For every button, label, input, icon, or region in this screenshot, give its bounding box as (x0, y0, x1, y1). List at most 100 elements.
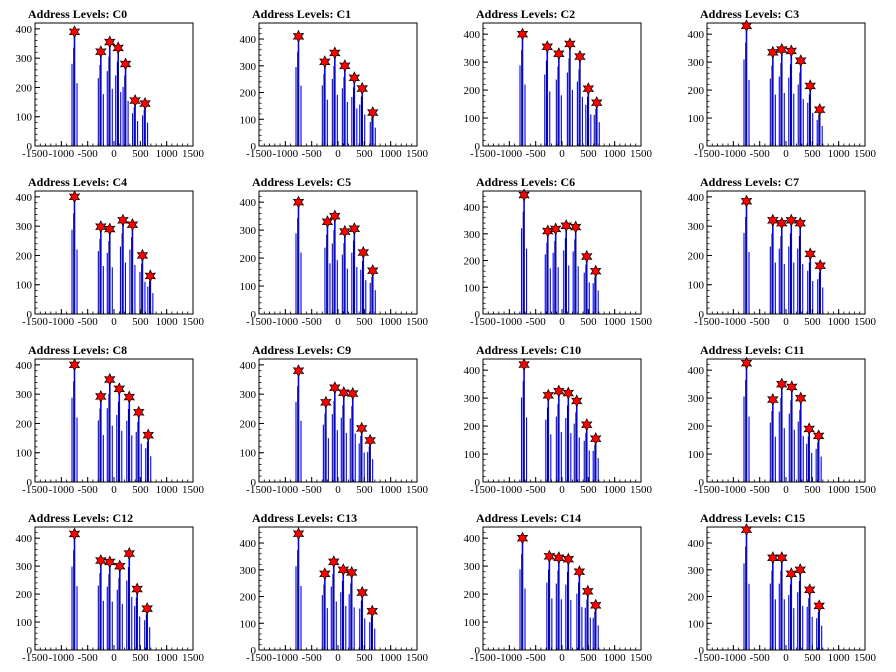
x-tick-label: -1500 (246, 484, 272, 496)
y-tick-label: 0 (251, 477, 257, 489)
y-tick-label: 300 (16, 53, 33, 65)
x-tick-label: -500 (526, 316, 547, 328)
x-tick-label: 0 (335, 484, 341, 496)
y-tick-label: 0 (475, 309, 481, 321)
red-star-icon (95, 553, 107, 568)
red-star-icon (68, 358, 81, 372)
x-tick-label: -1500 (22, 316, 48, 328)
panel-9: Address Levels: C9 0 100 200 300 400 -1500 -100… (240, 343, 429, 496)
panel-10: Address Levels: C10 0 100 200 300 400 -1500 -10… (464, 343, 653, 496)
x-tick-label: -1500 (22, 652, 48, 664)
y-tick-label: 200 (240, 253, 257, 265)
y-tick-label: 100 (240, 618, 257, 630)
red-star-icon (776, 377, 788, 391)
red-star-icon (794, 563, 806, 577)
x-tick-label: 1000 (604, 316, 627, 328)
panel-0: Address Levels: C0 0 100 200 300 400 -1500 -100… (16, 7, 205, 160)
panel-title: Address Levels: C3 (700, 7, 799, 21)
panel-title: Address Levels: C0 (28, 7, 127, 21)
y-tick-label: 0 (27, 477, 33, 489)
panel-1: Address Levels: C1 0 100 200 300 400 -1500 -100… (240, 7, 429, 160)
x-tick-label: 1500 (854, 148, 877, 160)
red-star-icon (126, 218, 139, 232)
red-star-icon (589, 598, 602, 612)
y-tick-label: 400 (240, 34, 257, 46)
y-tick-label: 300 (688, 57, 705, 69)
y-tick-label: 200 (240, 88, 257, 100)
panel-6: Address Levels: C6 0 100 200 300 400 -1500 -100… (464, 175, 653, 328)
red-star-icon (812, 429, 825, 443)
y-tick-label: 300 (688, 221, 705, 233)
red-star-icon (104, 555, 116, 569)
y-tick-label: 300 (464, 57, 481, 69)
x-tick-label: 1500 (854, 652, 877, 664)
red-star-icon (112, 41, 124, 55)
y-tick-label: 200 (16, 418, 33, 430)
x-tick-label: -1000 (720, 484, 746, 496)
red-star-icon (329, 46, 341, 60)
red-star-icon (329, 381, 341, 395)
red-star-icon (356, 585, 368, 600)
x-tick-label: -1000 (720, 148, 746, 160)
plot-frame (706, 526, 866, 651)
x-tick-label: 500 (356, 148, 373, 160)
red-star-icon (104, 372, 116, 387)
x-tick-label: 500 (356, 316, 373, 328)
x-tick-label: 1500 (406, 652, 429, 664)
red-star-icon (320, 395, 332, 409)
y-tick-label: 100 (240, 448, 257, 460)
x-tick-label: -500 (526, 652, 547, 664)
red-star-icon (113, 382, 126, 396)
y-tick-label: 100 (16, 280, 33, 292)
y-tick-label: 200 (240, 592, 257, 604)
panel-title: Address Levels: C7 (700, 175, 799, 189)
y-tick-label: 100 (688, 280, 705, 292)
y-tick-label: 0 (699, 309, 705, 321)
x-tick-label: 0 (111, 148, 117, 160)
x-tick-label: 500 (580, 148, 597, 160)
x-tick-label: -500 (750, 652, 771, 664)
red-star-icon (136, 248, 149, 263)
x-tick-label: 500 (804, 484, 821, 496)
panel-title: Address Levels: C10 (476, 343, 581, 357)
x-tick-label: -500 (78, 652, 99, 664)
x-tick-label: -1000 (272, 316, 298, 328)
panel-13: Address Levels: C13 0 100 200 300 400 -1500 -10… (240, 511, 429, 664)
x-tick-label: -500 (302, 148, 323, 160)
x-tick-label: -500 (302, 316, 323, 328)
x-tick-label: 500 (580, 652, 597, 664)
panel-title: Address Levels: C11 (700, 343, 804, 357)
x-tick-label: 0 (559, 484, 565, 496)
red-star-icon (776, 551, 788, 565)
red-star-icon (767, 213, 779, 227)
y-tick-label: 0 (475, 477, 481, 489)
y-tick-label: 300 (464, 561, 481, 573)
x-tick-label: 500 (356, 652, 373, 664)
red-star-icon (569, 220, 582, 234)
red-star-icon (348, 222, 361, 236)
x-tick-label: 1500 (406, 316, 429, 328)
x-tick-label: -1500 (694, 148, 720, 160)
x-tick-label: 1500 (182, 652, 205, 664)
panel-11: Address Levels: C11 0 100 200 300 400 -1500 -10… (688, 343, 877, 496)
x-tick-label: 1500 (182, 148, 205, 160)
x-tick-label: 0 (111, 316, 117, 328)
x-tick-label: -1000 (272, 484, 298, 496)
red-star-icon (542, 388, 555, 402)
y-tick-label: 400 (688, 192, 705, 204)
red-star-icon (794, 216, 806, 230)
red-star-icon (516, 531, 529, 545)
red-star-icon (141, 602, 153, 616)
red-star-icon (142, 428, 154, 442)
red-star-icon (95, 220, 107, 234)
y-tick-label: 400 (464, 533, 481, 545)
x-tick-label: -500 (526, 484, 547, 496)
y-tick-label: 100 (688, 618, 705, 630)
x-tick-label: -1500 (694, 316, 720, 328)
red-star-icon (785, 213, 798, 227)
red-star-icon (582, 82, 595, 96)
y-tick-label: 100 (16, 617, 33, 629)
y-tick-label: 300 (240, 225, 257, 237)
